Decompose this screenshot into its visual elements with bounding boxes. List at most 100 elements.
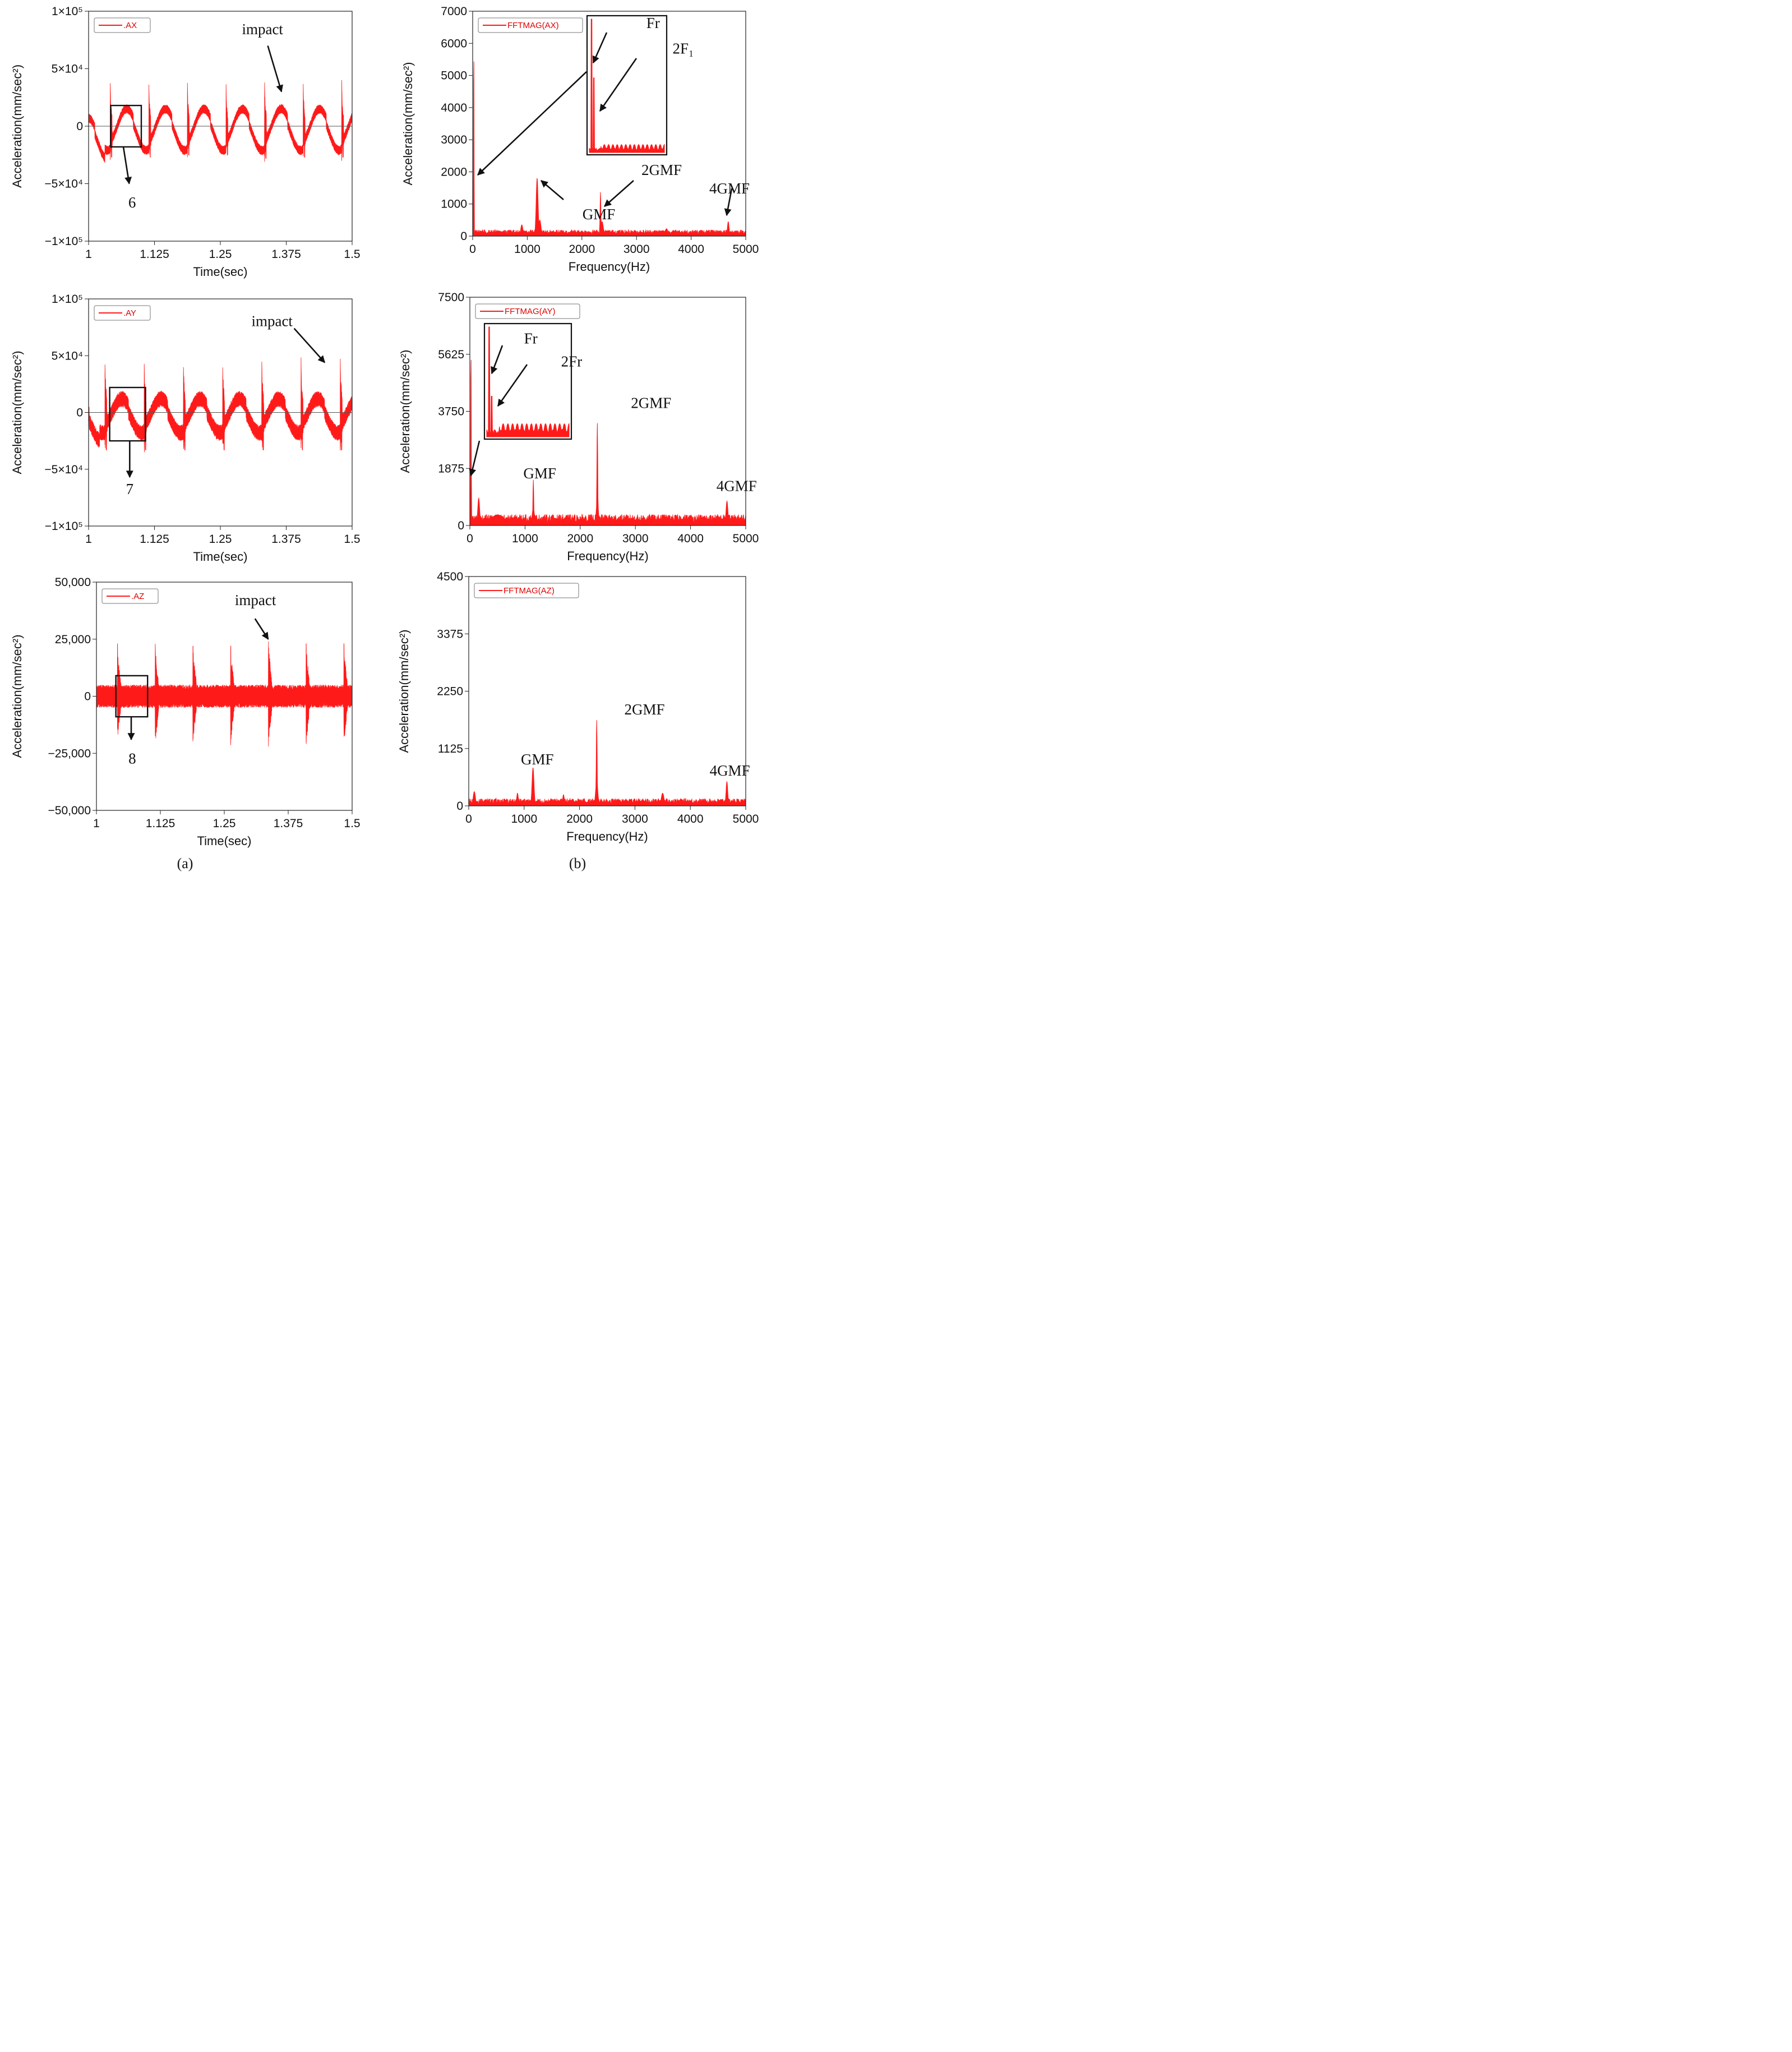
y-tick-label: 4000 <box>441 102 467 114</box>
y-tick-label: 0 <box>456 800 463 813</box>
annotation-label: 2Fr <box>561 353 583 370</box>
impact-arrow <box>293 328 326 363</box>
x-tick-label: 1000 <box>514 243 541 256</box>
y-tick-label: 0 <box>460 230 467 243</box>
two-gmf-arrow <box>604 180 634 207</box>
spectrum <box>472 61 746 237</box>
inset-pointer-arrow <box>469 440 481 477</box>
figure: 1 1.125 1.25 1.375 1.5 −1×10⁵ −5×10⁴ 0 5×10⁴ 1×10… <box>10 5 759 871</box>
x-tick-label: 0 <box>469 243 476 256</box>
impact-arrow <box>267 45 283 93</box>
annotation-label: Fr <box>524 330 538 347</box>
y-tick-label: 25,000 <box>55 633 91 646</box>
chart-ay_fft: 0 1000 2000 3000 4000 5000 0 1875 3750 5625 7500 Fr… <box>398 291 759 563</box>
y-axis-label: Acceleration(mm/sec²) <box>397 629 411 753</box>
x-tick-label: 4000 <box>677 532 704 545</box>
x-tick-label: 1.375 <box>274 817 303 830</box>
x-tick-label: 3000 <box>622 532 649 545</box>
legend-box <box>478 17 583 33</box>
y-tick-label: 0 <box>76 407 83 419</box>
x-tick-label: 2000 <box>569 243 595 256</box>
x-tick-label: 1000 <box>512 532 538 545</box>
y-tick-label: 5000 <box>441 70 467 82</box>
x-tick-label: 1.5 <box>344 248 360 261</box>
y-tick-label: 5625 <box>438 348 464 361</box>
x-axis-label: Time(sec) <box>193 265 248 279</box>
legend-label: FFTMAG(AX) <box>507 21 559 30</box>
y-tick-label: 0 <box>458 519 464 532</box>
y-tick-label: 5×10⁴ <box>52 63 83 76</box>
zoom-box <box>110 104 142 148</box>
x-tick-label: 0 <box>465 813 472 826</box>
signal-band <box>96 641 353 747</box>
x-tick-label: 0 <box>467 532 473 545</box>
y-tick-label: 6000 <box>441 37 467 50</box>
x-tick-label: 3000 <box>623 243 650 256</box>
x-tick-label: 1.375 <box>271 248 301 261</box>
legend-label: .AY <box>123 308 136 318</box>
annotation-label: GMF <box>583 206 616 223</box>
zoom-inset <box>586 15 668 156</box>
x-tick-label: 1.375 <box>271 533 301 546</box>
chart-ax_fft: 0 1000 2000 3000 4000 5000 0 1000 2000 3000 4000 50… <box>401 5 759 274</box>
four-gmf-arrow <box>724 188 733 216</box>
x-axis-label: Frequency(Hz) <box>566 829 648 843</box>
inset-spectrum <box>589 19 665 153</box>
y-tick-label: 7500 <box>438 291 464 304</box>
signal-band <box>88 80 353 164</box>
y-tick-label: 7000 <box>441 5 467 18</box>
y-tick-label: 2250 <box>437 685 463 698</box>
x-axis-label: Frequency(Hz) <box>567 549 648 563</box>
x-tick-label: 1.5 <box>344 533 360 546</box>
x-tick-label: 1 <box>85 248 92 261</box>
x-tick-label: 5000 <box>733 532 759 545</box>
x-tick-label: 5000 <box>733 813 759 826</box>
x-tick-label: 1.125 <box>146 817 175 830</box>
annotation-label: impact <box>251 312 293 329</box>
y-tick-label: −1×10⁵ <box>45 520 83 533</box>
y-tick-label: −5×10⁴ <box>44 178 83 191</box>
annotation-label: 7 <box>126 481 134 497</box>
impact-arrow <box>254 618 269 640</box>
zoom-inset <box>483 322 572 440</box>
annotation-label: Fr <box>646 15 660 31</box>
legend-label: .AZ <box>131 592 144 601</box>
annotation-label: 2GMF <box>641 162 682 178</box>
y-tick-label: 50,000 <box>55 576 91 589</box>
x-tick-label: 1.5 <box>344 817 360 830</box>
y-tick-label: 0 <box>84 690 91 703</box>
annotation-label: impact <box>235 592 276 608</box>
y-tick-label: 1000 <box>441 198 467 211</box>
chart-ay_time: 1 1.125 1.25 1.375 1.5 −1×10⁵ −5×10⁴ 0 5×10⁴ 1×10… <box>10 293 361 564</box>
annotation-label: GMF <box>521 751 554 768</box>
y-tick-label: 5×10⁴ <box>52 349 83 362</box>
annotation-label: 8 <box>128 750 136 767</box>
y-axis-label: Acceleration(mm/sec²) <box>10 634 24 758</box>
y-axis-label: Acceleration(mm/sec²) <box>398 349 412 473</box>
y-tick-label: 1×10⁵ <box>52 293 83 306</box>
legend-label: FFTMAG(AZ) <box>504 586 555 596</box>
legend-box <box>475 303 580 319</box>
annotation-label: 2GMF <box>625 701 665 718</box>
gmf-arrow <box>541 180 564 200</box>
y-tick-label: 3375 <box>437 628 463 640</box>
fr-arrow <box>491 345 504 375</box>
y-tick-label: 0 <box>76 120 83 133</box>
plot-frame <box>468 576 746 806</box>
chart-az_time: 1 1.125 1.25 1.375 1.5 −50,000 −25,000 0 25,000 5… <box>10 576 361 848</box>
y-tick-label: 1×10⁵ <box>52 5 83 18</box>
annotation-label: impact <box>242 21 283 38</box>
spectrum <box>468 720 746 806</box>
zoom-box-arrow <box>122 146 132 185</box>
y-axis-label: Acceleration(mm/sec²) <box>401 62 415 185</box>
inset-pointer-arrow <box>477 71 587 176</box>
x-tick-label: 4000 <box>677 813 704 826</box>
y-tick-label: 2000 <box>441 165 467 178</box>
x-tick-label: 1.25 <box>209 533 232 546</box>
y-tick-label: −50,000 <box>48 804 91 817</box>
x-tick-label: 5000 <box>733 243 759 256</box>
zoom-box <box>109 386 146 442</box>
annotation-label: 4GMF <box>717 478 757 495</box>
annotation-label: GMF <box>523 465 556 482</box>
annotation-label: 2GMF <box>631 394 671 411</box>
